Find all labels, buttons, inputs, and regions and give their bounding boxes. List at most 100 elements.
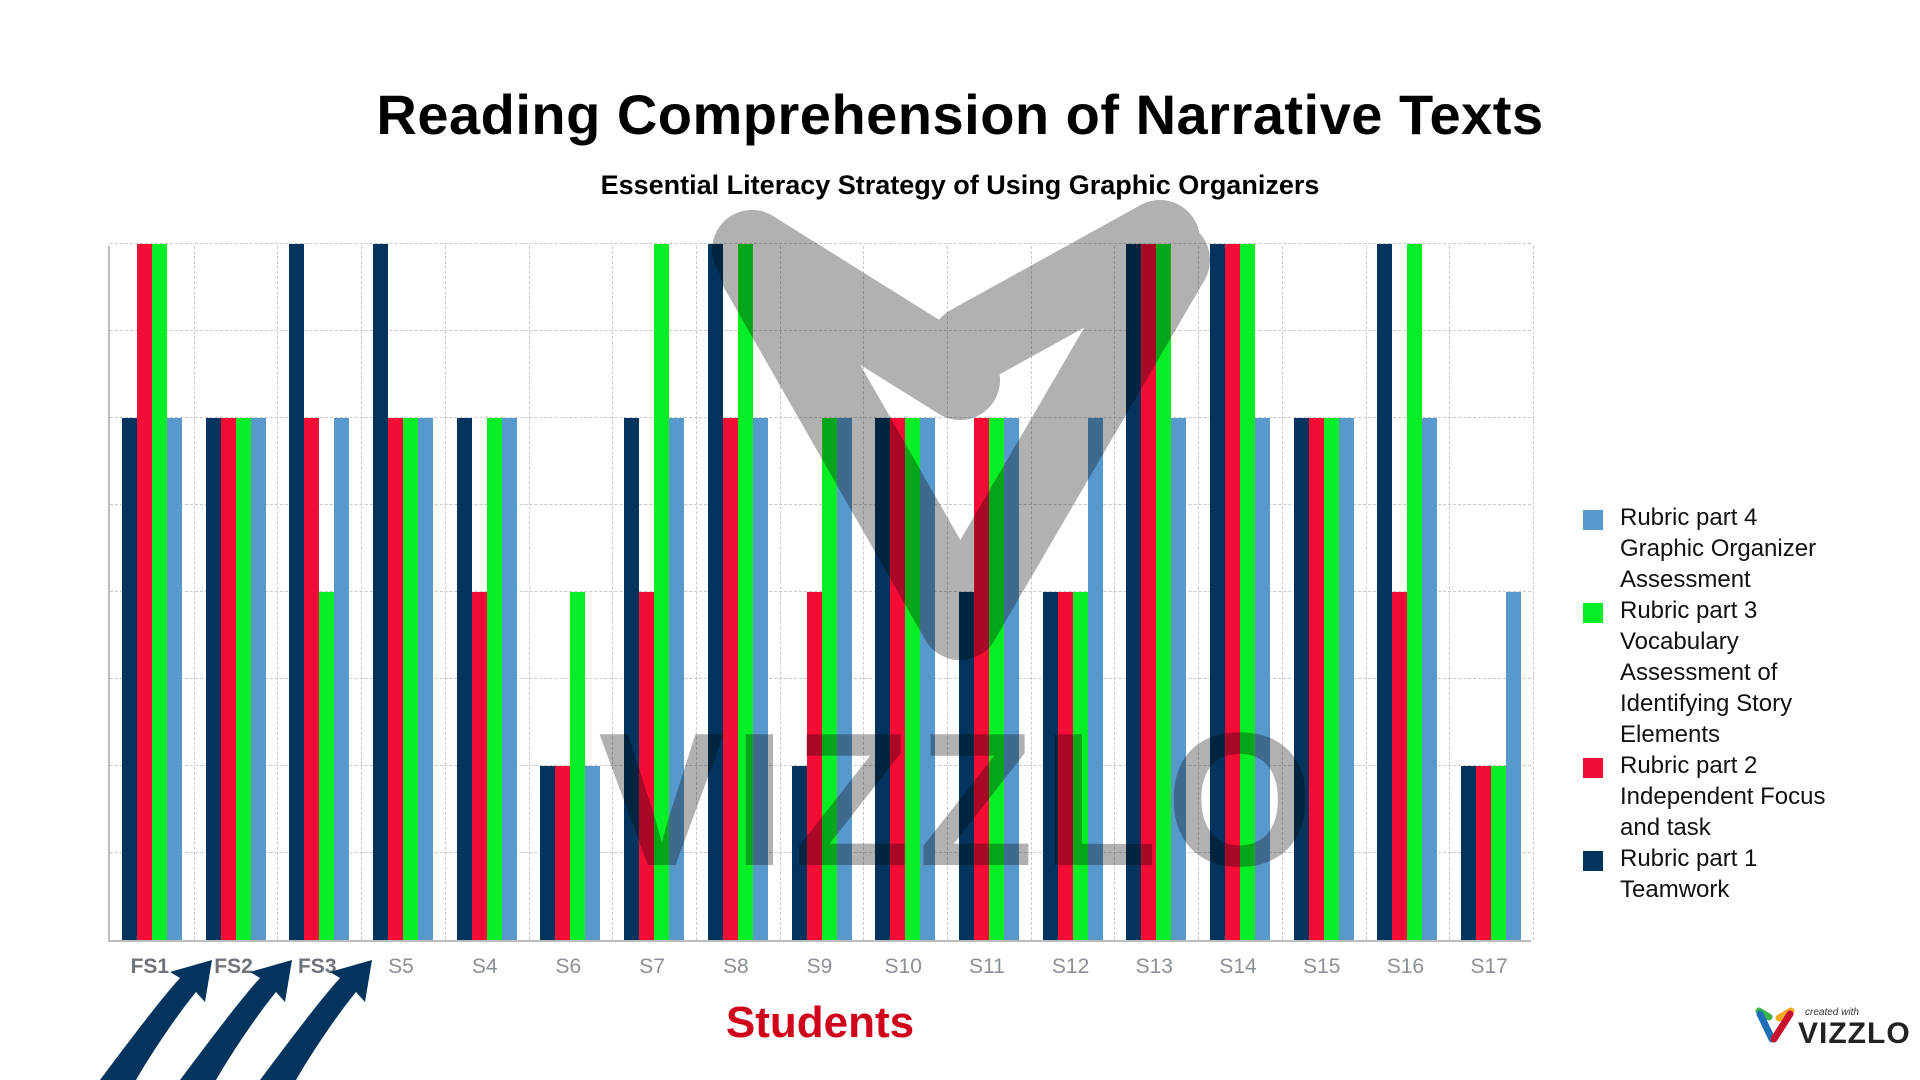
legend-label: Rubric part 4 Graphic Organizer Assessme… (1620, 504, 1817, 593)
bar-s12-part4[interactable] (1087, 418, 1103, 940)
bar-s7-part1[interactable] (624, 418, 640, 940)
bar-s11-part1[interactable] (958, 592, 974, 940)
x-tick-label: S12 (1051, 955, 1090, 978)
bar-fs1-part4[interactable] (166, 418, 182, 940)
bar-s6-part4[interactable] (585, 766, 601, 940)
bar-s7-part4[interactable] (669, 418, 685, 940)
legend-label: Rubric part 2 Independent Focus and task (1620, 752, 1826, 841)
gridline-horizontal (110, 330, 1531, 331)
bar-group-s11 (958, 246, 1019, 940)
x-tick-label: S17 (1470, 955, 1508, 978)
x-tick-label: S13 (1135, 955, 1173, 978)
bar-s14-part1[interactable] (1210, 244, 1226, 940)
bar-s9-part2[interactable] (806, 592, 822, 940)
bar-s11-part4[interactable] (1003, 418, 1019, 940)
bar-s15-part2[interactable] (1308, 418, 1324, 940)
bar-fs1-part3[interactable] (151, 244, 167, 940)
bar-s6-part3[interactable] (570, 592, 586, 940)
gridline-vertical (779, 246, 781, 940)
bar-s6-part1[interactable] (540, 766, 556, 940)
bar-s12-part1[interactable] (1042, 592, 1058, 940)
legend-item[interactable]: Rubric part 2 Independent Focus and task (1583, 750, 1913, 843)
chart-title: Reading Comprehension of Narrative Texts (376, 83, 1544, 146)
bar-s16-part2[interactable] (1392, 592, 1408, 940)
bar-s13-part4[interactable] (1171, 418, 1187, 940)
x-tick-label: S6 (555, 955, 582, 978)
bar-fs2-part2[interactable] (220, 418, 236, 940)
bar-s13-part3[interactable] (1156, 244, 1172, 940)
bar-s10-part3[interactable] (905, 418, 921, 940)
bar-s9-part1[interactable] (791, 766, 807, 940)
bar-fs2-part4[interactable] (250, 418, 266, 940)
bar-fs2-part1[interactable] (205, 418, 221, 940)
x-tick-label: S16 (1386, 955, 1425, 978)
bar-s15-part1[interactable] (1293, 418, 1309, 940)
bar-s8-part2[interactable] (722, 418, 738, 940)
bar-s7-part2[interactable] (639, 592, 655, 940)
bar-s10-part2[interactable] (890, 418, 906, 940)
bar-s17-part1[interactable] (1461, 766, 1477, 940)
x-axis-title: Students (725, 998, 915, 1047)
vizzlo-logo: created with VIZZLO (1755, 1005, 1910, 1055)
bar-s16-part4[interactable] (1422, 418, 1438, 940)
bar-s15-part4[interactable] (1338, 418, 1354, 940)
bar-s4-part3[interactable] (486, 418, 502, 940)
bar-group-s15 (1293, 246, 1354, 940)
bar-fs3-part3[interactable] (319, 592, 335, 940)
gridline-vertical (612, 246, 614, 940)
bar-s5-part3[interactable] (402, 418, 418, 940)
bar-s17-part3[interactable] (1491, 766, 1507, 940)
bar-s9-part4[interactable] (836, 418, 852, 940)
bar-s14-part2[interactable] (1225, 244, 1241, 940)
bar-s16-part3[interactable] (1407, 244, 1423, 940)
bar-fs3-part2[interactable] (304, 418, 320, 940)
bar-fs1-part1[interactable] (121, 418, 137, 940)
bar-s5-part2[interactable] (387, 418, 403, 940)
bar-s4-part4[interactable] (501, 418, 517, 940)
legend-item[interactable]: Rubric part 4 Graphic Organizer Assessme… (1583, 502, 1913, 595)
gridline-vertical (1114, 246, 1116, 940)
legend-swatch-icon (1583, 510, 1603, 530)
legend-item[interactable]: Rubric part 1 Teamwork (1583, 843, 1913, 905)
gridline-vertical (1281, 246, 1283, 940)
bar-group-s7 (624, 244, 685, 940)
gridline-vertical (1449, 246, 1451, 940)
bar-s13-part1[interactable] (1126, 244, 1142, 940)
bar-s17-part4[interactable] (1506, 592, 1522, 940)
bar-s5-part4[interactable] (417, 418, 433, 940)
gridline-vertical (1533, 246, 1534, 940)
bar-s7-part3[interactable] (654, 244, 670, 940)
x-tick-label: FS3 (297, 955, 337, 978)
bar-s11-part3[interactable] (988, 418, 1004, 940)
gridline-vertical (277, 246, 279, 940)
bar-s13-part2[interactable] (1141, 244, 1157, 940)
bar-s4-part2[interactable] (471, 592, 487, 940)
bar-s8-part3[interactable] (737, 244, 753, 940)
bar-s12-part3[interactable] (1072, 592, 1088, 940)
bar-fs2-part3[interactable] (235, 418, 251, 940)
bar-s16-part1[interactable] (1377, 244, 1393, 940)
bar-s5-part1[interactable] (372, 244, 388, 940)
bar-s4-part1[interactable] (456, 418, 472, 940)
legend-item[interactable]: Rubric part 3 Vocabulary Assessment of I… (1583, 595, 1913, 750)
bar-group-fs1 (121, 244, 182, 940)
bar-fs3-part4[interactable] (334, 418, 350, 940)
bar-s12-part2[interactable] (1057, 592, 1073, 940)
bar-s14-part4[interactable] (1255, 418, 1271, 940)
bar-s8-part4[interactable] (752, 418, 768, 940)
bar-s17-part2[interactable] (1476, 766, 1492, 940)
bar-fs3-part1[interactable] (289, 244, 305, 940)
bar-s9-part3[interactable] (821, 418, 837, 940)
x-tick-label: S5 (388, 955, 414, 978)
bar-s10-part4[interactable] (920, 418, 936, 940)
bar-s14-part3[interactable] (1240, 244, 1256, 940)
bar-s15-part3[interactable] (1323, 418, 1339, 940)
bar-s6-part2[interactable] (555, 766, 571, 940)
bar-s8-part1[interactable] (707, 244, 723, 940)
bar-fs1-part2[interactable] (136, 244, 152, 940)
bar-group-s4 (456, 246, 517, 940)
gridline-vertical (1365, 246, 1367, 940)
bar-s11-part2[interactable] (973, 418, 989, 940)
bar-s10-part1[interactable] (875, 418, 891, 940)
bar-group-s14 (1210, 244, 1271, 940)
